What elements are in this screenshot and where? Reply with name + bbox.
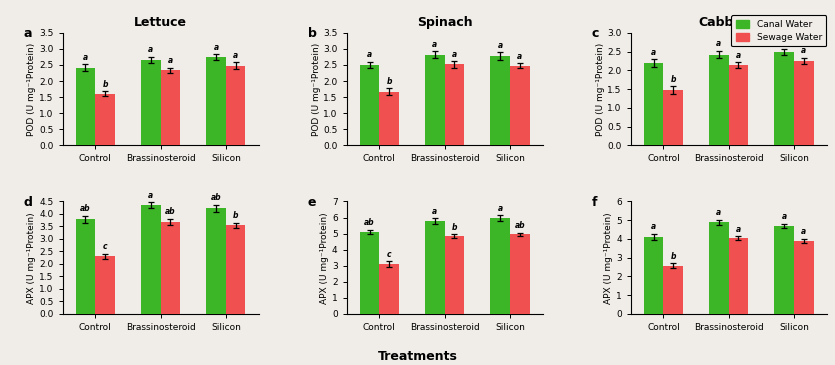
Text: a: a [802,46,807,55]
Y-axis label: POD (U mg⁻¹Protein): POD (U mg⁻¹Protein) [595,42,605,136]
Text: b: b [307,27,316,40]
Y-axis label: APX (U mg⁻¹Protein): APX (U mg⁻¹Protein) [605,212,613,304]
Text: a: a [498,41,503,50]
Bar [709,222,729,314]
Bar [794,241,813,314]
Bar [644,237,663,314]
Bar [141,60,160,145]
Text: a: a [23,27,32,40]
Y-axis label: POD (U mg⁻¹Protein): POD (U mg⁻¹Protein) [28,42,37,136]
Bar [226,66,245,145]
Text: a: a [651,47,656,57]
Text: a: a [83,53,88,62]
Bar [379,264,399,314]
Title: Cabbage: Cabbage [698,16,759,29]
Text: b: b [671,75,676,84]
Bar [729,238,748,314]
Text: c: c [103,242,108,251]
Text: e: e [307,196,316,209]
Bar [729,65,748,145]
Bar [206,57,226,145]
Bar [360,232,379,314]
Y-axis label: APX (U mg⁻¹Protein): APX (U mg⁻¹Protein) [28,212,37,304]
Bar [510,66,529,145]
Text: a: a [149,46,154,54]
Bar [76,68,95,145]
Text: ab: ab [210,193,221,202]
Bar [444,236,464,314]
Text: a: a [214,43,219,52]
Text: b: b [103,80,108,89]
Text: a: a [782,37,787,46]
Text: ab: ab [364,218,375,227]
Title: Spinach: Spinach [417,16,473,29]
Bar [76,219,95,314]
Bar [141,205,160,314]
Text: a: a [452,50,457,59]
Text: a: a [433,40,438,49]
Text: ab: ab [514,221,525,230]
Text: a: a [233,51,238,60]
Bar [206,208,226,314]
Text: a: a [367,50,372,59]
Bar [490,56,510,145]
Bar [160,70,180,145]
Text: a: a [782,212,787,221]
Bar [794,61,813,145]
Text: ab: ab [80,204,91,213]
Text: a: a [736,225,741,234]
Legend: Canal Water, Sewage Water: Canal Water, Sewage Water [731,15,827,46]
Text: b: b [387,77,392,86]
Text: a: a [651,222,656,231]
Bar [444,64,464,145]
Text: a: a [736,51,741,60]
Title: Lettuce: Lettuce [134,16,187,29]
Text: Treatments: Treatments [377,350,458,363]
Bar [425,55,444,145]
Text: a: a [802,227,807,237]
Bar [709,55,729,145]
Bar [379,92,399,145]
Text: a: a [168,56,173,65]
Bar [160,222,180,314]
Bar [226,225,245,314]
Text: a: a [149,191,154,200]
Bar [774,51,794,145]
Text: f: f [591,196,597,209]
Bar [510,234,529,314]
Text: a: a [517,51,523,61]
Bar [663,266,683,314]
Bar [425,221,444,314]
Text: a: a [498,204,503,213]
Text: ab: ab [165,207,175,216]
Bar [644,63,663,145]
Bar [774,226,794,314]
Text: a: a [433,207,438,216]
Bar [490,218,510,314]
Text: b: b [452,223,458,232]
Y-axis label: POD (U mg⁻¹Protein): POD (U mg⁻¹Protein) [311,42,321,136]
Text: c: c [387,250,392,259]
Bar [663,90,683,145]
Bar [95,94,115,145]
Text: b: b [671,252,676,261]
Y-axis label: APX (U mg⁻¹Protein): APX (U mg⁻¹Protein) [320,212,329,304]
Text: c: c [591,27,599,40]
Text: d: d [23,196,33,209]
Text: a: a [716,39,721,49]
Text: a: a [716,208,721,217]
Text: b: b [233,211,239,220]
Bar [95,257,115,314]
Bar [360,65,379,145]
